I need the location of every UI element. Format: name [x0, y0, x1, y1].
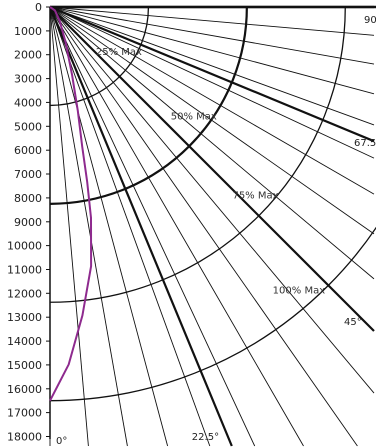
angle-ray-65 [49, 6, 375, 159]
arc-label-2: 50% Max [171, 111, 217, 122]
y-tick-label: 13000 [7, 311, 42, 324]
y-tick-label: 8000 [14, 192, 42, 205]
angle-ray-40 [49, 6, 375, 394]
arc-label-4: 100% Max [273, 285, 326, 296]
angle-ray-10 [49, 6, 128, 447]
y-tick-label: 6000 [14, 144, 42, 157]
y-tick-label: 14000 [7, 335, 42, 348]
y-tick-label: 4000 [14, 96, 42, 109]
angle-label-67-5: 67.5 [354, 138, 376, 149]
angle-ray-20 [49, 6, 211, 447]
y-tick-label: 11000 [7, 264, 42, 277]
distribution-curve [49, 6, 93, 402]
angle-ray-22-5 [48, 6, 233, 447]
angle-ray-50 [49, 6, 375, 280]
y-tick-label: 1000 [14, 25, 42, 38]
angle-ray-35 [49, 6, 358, 447]
y-tick-label: 10000 [7, 240, 42, 253]
y-axis: 0 1000 2000 3000 4000 5000 6000 7000 8000 9000 100… [7, 1, 50, 444]
y-tick-label: 2000 [14, 49, 42, 62]
angle-ray-67-5 [49, 5, 375, 143]
y-tick-label: 12000 [7, 287, 42, 300]
angle-ray-25 [49, 6, 256, 447]
arc-1 [49, 6, 150, 107]
y-tick-label: 16000 [7, 383, 42, 396]
chart-arcs [49, 6, 376, 402]
angle-label-0: 0° [56, 436, 67, 447]
angle-ray-80 [49, 6, 375, 65]
y-tick-label: 0 [35, 1, 42, 14]
angle-ray-85 [49, 6, 375, 36]
angle-label-90: 90 [364, 15, 376, 26]
arc-4 [49, 226, 376, 402]
angle-ray-60 [49, 6, 375, 195]
y-tick-label: 5000 [14, 120, 42, 133]
arc-label-1: 25% Max [96, 47, 142, 58]
chart-grid [48, 5, 376, 447]
y-tick-label: 15000 [7, 359, 42, 372]
y-tick-label: 9000 [14, 216, 42, 229]
y-tick-label: 3000 [14, 73, 42, 86]
y-tick-label: 18000 [7, 431, 42, 444]
arc-3 [49, 6, 346, 303]
angle-label-45: 45° [344, 317, 362, 328]
angle-ray-30 [49, 6, 304, 447]
angle-label-22-5: 22.5° [192, 432, 219, 443]
chart-curve [49, 6, 93, 402]
chart-labels: 25% Max 50% Max 75% Max 100% Max 0° 22.5° 45° 6… [56, 15, 376, 447]
angle-ray-45 [49, 6, 375, 332]
angle-ray-75 [49, 6, 375, 95]
y-tick-label: 7000 [14, 168, 42, 181]
arc-label-3: 75% Max [232, 191, 278, 202]
angle-ray-15 [49, 6, 169, 447]
y-tick-label: 17000 [7, 407, 42, 420]
arc-2 [49, 6, 248, 205]
angle-ray-70 [49, 6, 375, 126]
angle-ray-5 [49, 6, 89, 447]
